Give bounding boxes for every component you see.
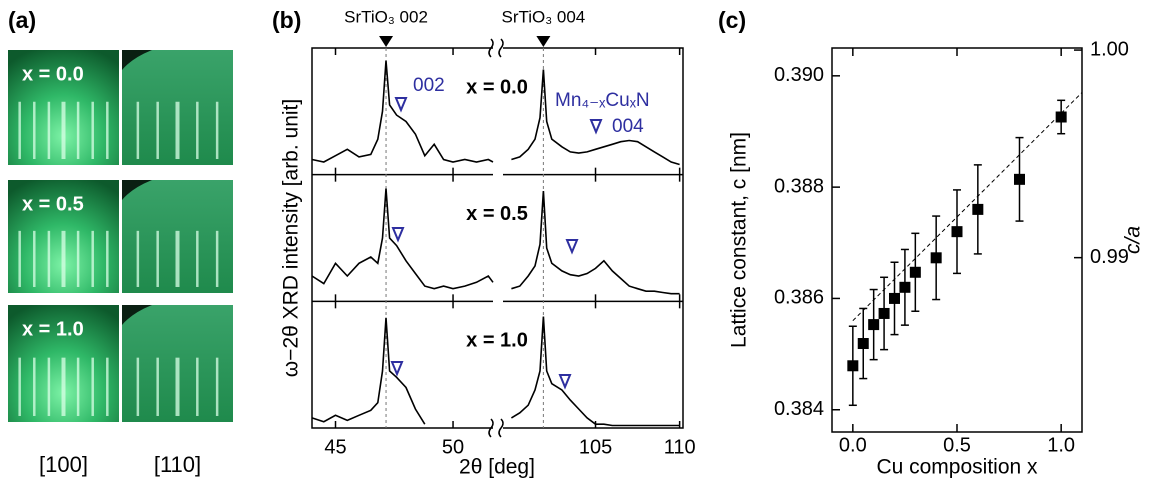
y-tick-label: 0.390 bbox=[774, 64, 824, 86]
data-point bbox=[972, 203, 984, 215]
data-point bbox=[1014, 173, 1025, 185]
x-axis-label: Cu composition x bbox=[876, 456, 1038, 479]
x-tick-label: 0.5 bbox=[943, 434, 971, 456]
panel-b: (b) 2θ [deg] ω−2θ XRD intensity [arb. un… bbox=[272, 7, 696, 478]
row-label: x = 0.0 bbox=[22, 63, 84, 85]
film-peak-markers bbox=[390, 97, 603, 390]
y2-tick-label: 1.00 bbox=[1090, 38, 1129, 60]
panel-label: (c) bbox=[718, 7, 746, 33]
data-point bbox=[951, 226, 963, 238]
xrd-curve bbox=[311, 188, 680, 295]
column-label: [110] bbox=[154, 452, 201, 477]
y-tick-label: 0.388 bbox=[774, 175, 824, 197]
shadow-edge bbox=[122, 50, 152, 70]
data-point bbox=[899, 281, 911, 293]
axes-frame bbox=[311, 38, 684, 438]
axis-break bbox=[488, 418, 494, 438]
rheed-image bbox=[8, 305, 119, 422]
data-point bbox=[857, 338, 869, 350]
y-tick-label: 0.384 bbox=[774, 398, 824, 420]
annotation: Mn₄₋ₓCuₓN bbox=[555, 90, 650, 111]
rheed-image bbox=[122, 305, 233, 422]
panel-a: (a) x = 0.0 x = 0.5 x = 1.0 [100] [110] bbox=[8, 7, 233, 477]
reference-marker bbox=[536, 36, 551, 47]
series-label: x = 0.0 bbox=[466, 76, 528, 98]
x-tick-label: 110 bbox=[664, 436, 696, 458]
rheed-image bbox=[8, 50, 119, 165]
xrd-curve bbox=[311, 60, 680, 166]
column-label: [100] bbox=[39, 452, 88, 477]
y-axis-label: ω−2θ XRD intensity [arb. unit] bbox=[280, 99, 303, 377]
frame-left bbox=[311, 47, 493, 429]
rheed-image bbox=[8, 180, 119, 293]
y2-axis-label: c/a bbox=[1122, 226, 1145, 254]
series-label: x = 1.0 bbox=[466, 330, 528, 352]
reference-label: SrTiO₃ 002 bbox=[344, 7, 428, 26]
x-tick-label: 0.0 bbox=[839, 434, 867, 456]
data-point bbox=[930, 252, 942, 264]
y-axis-label: Lattice constant, c [nm] bbox=[728, 132, 751, 348]
y-tick-label: 0.386 bbox=[774, 287, 824, 309]
shadow-edge bbox=[122, 180, 152, 200]
shadow-edge bbox=[122, 305, 152, 325]
axis-break bbox=[488, 38, 494, 58]
row-label: x = 1.0 bbox=[22, 318, 84, 340]
data-point bbox=[878, 307, 890, 319]
row-label: x = 0.5 bbox=[22, 193, 84, 215]
data-point bbox=[868, 319, 880, 331]
panel-c: (c) Cu composition x Lattice constant, c… bbox=[718, 7, 1145, 478]
data-point bbox=[889, 292, 900, 304]
x-tick-label: 1.0 bbox=[1047, 434, 1075, 456]
data-point bbox=[847, 360, 859, 372]
x-tick-label: 105 bbox=[579, 436, 612, 458]
panel-label: (a) bbox=[8, 7, 36, 33]
xrd-curve bbox=[311, 316, 680, 427]
x-axis-label: 2θ [deg] bbox=[459, 456, 535, 479]
axis-break bbox=[498, 418, 504, 438]
annotation: 004 bbox=[612, 116, 644, 137]
data-point bbox=[1055, 111, 1067, 123]
fit-line bbox=[852, 92, 1083, 322]
x-tick-label: 50 bbox=[442, 436, 464, 458]
panel-label: (b) bbox=[272, 7, 301, 33]
rheed-image bbox=[122, 50, 233, 165]
axis-break bbox=[498, 38, 504, 58]
frame-right bbox=[503, 47, 684, 429]
y2-tick-label: 0.99 bbox=[1090, 246, 1129, 268]
reference-label: SrTiO₃ 004 bbox=[501, 7, 585, 26]
rheed-image bbox=[122, 180, 233, 293]
annotation: 002 bbox=[413, 75, 445, 96]
reference-marker bbox=[379, 36, 394, 47]
x-tick-label: 45 bbox=[324, 436, 346, 458]
series-label: x = 0.5 bbox=[466, 203, 528, 225]
data-point bbox=[909, 266, 921, 278]
